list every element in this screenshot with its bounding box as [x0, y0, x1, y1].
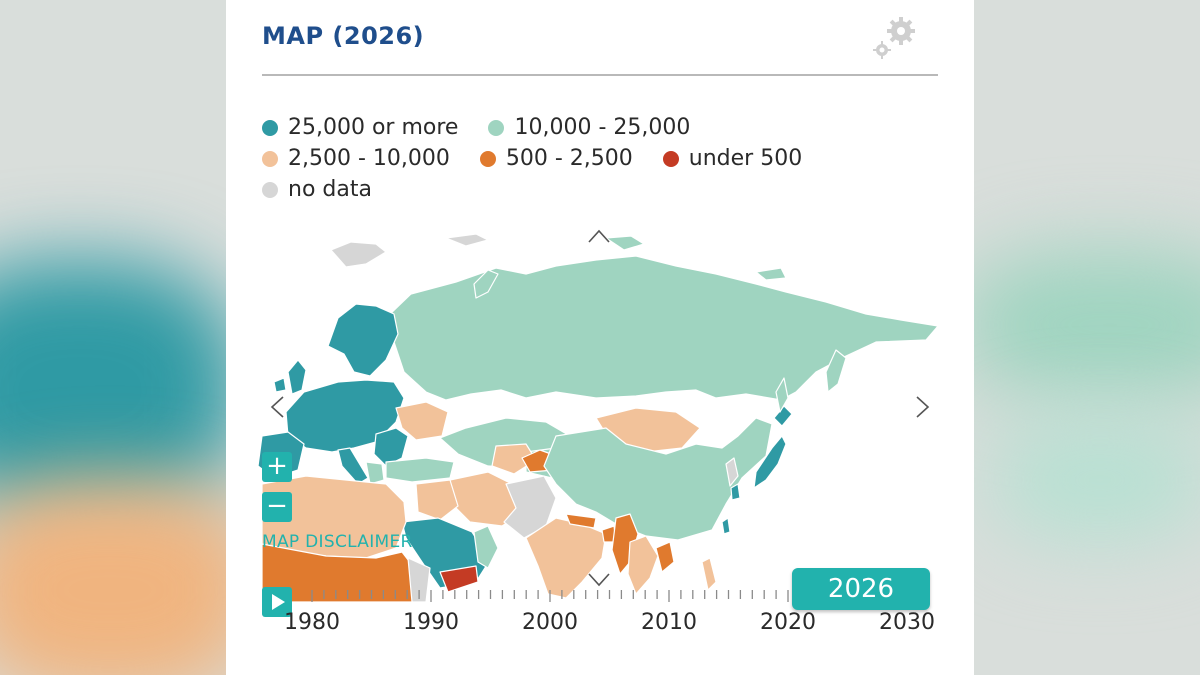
- timeline-label-2020: 2020: [760, 610, 816, 635]
- chevron-down-icon[interactable]: [588, 566, 610, 592]
- legend-label: 25,000 or more: [288, 115, 459, 140]
- chevron-up-icon[interactable]: [588, 222, 610, 248]
- legend-label: under 500: [688, 146, 803, 171]
- map-area[interactable]: [226, 222, 974, 603]
- legend-label: 500 - 2,500: [505, 146, 633, 171]
- map-card: MAP (2026) 25,000 or more 10,000 - 25,00…: [226, 0, 974, 675]
- legend-label: 10,000 - 25,000: [514, 115, 691, 140]
- zoom-out-button[interactable]: −: [262, 492, 292, 522]
- legend-swatch: [479, 150, 496, 167]
- timeline-label-2010: 2010: [641, 610, 697, 635]
- map-disclaimer-link[interactable]: MAP DISCLAIMER: [262, 532, 413, 552]
- chevron-right-icon[interactable]: [916, 396, 930, 423]
- legend-swatch: [662, 150, 679, 167]
- timeline-label-1990: 1990: [403, 610, 459, 635]
- page-title: MAP (2026): [262, 22, 425, 50]
- legend-item-10000-25000[interactable]: 10,000 - 25,000: [488, 115, 690, 140]
- zoom-in-button[interactable]: +: [262, 452, 292, 482]
- legend-item-no-data[interactable]: no data: [262, 177, 372, 202]
- timeline-label-2030: 2030: [879, 610, 935, 635]
- minus-icon: −: [266, 491, 288, 521]
- legend-item-2500-10000[interactable]: 2,500 - 10,000: [262, 146, 450, 171]
- legend-item-25000-plus[interactable]: 25,000 or more: [262, 115, 458, 140]
- legend-swatch: [262, 150, 278, 167]
- legend-swatch: [262, 181, 278, 198]
- legend-swatch: [262, 119, 278, 136]
- legend: 25,000 or more 10,000 - 25,000 2,500 - 1…: [262, 112, 902, 205]
- legend-label: no data: [288, 177, 372, 202]
- legend-swatch: [488, 119, 505, 136]
- play-button[interactable]: [262, 587, 292, 617]
- title-divider: [262, 74, 938, 76]
- timeline-label-1980: 1980: [284, 610, 340, 635]
- legend-item-500-2500[interactable]: 500 - 2,500: [479, 146, 633, 171]
- play-icon: [272, 594, 285, 610]
- world-map[interactable]: [226, 222, 974, 603]
- plus-icon: +: [266, 451, 288, 481]
- selected-year-badge[interactable]: 2026: [792, 568, 930, 610]
- gear-icon[interactable]: [870, 14, 920, 64]
- legend-item-under-500[interactable]: under 500: [662, 146, 803, 171]
- timeline-label-2000: 2000: [522, 610, 578, 635]
- legend-label: 2,500 - 10,000: [288, 146, 450, 171]
- timeline-slider[interactable]: [302, 590, 882, 602]
- chevron-left-icon[interactable]: [270, 396, 284, 423]
